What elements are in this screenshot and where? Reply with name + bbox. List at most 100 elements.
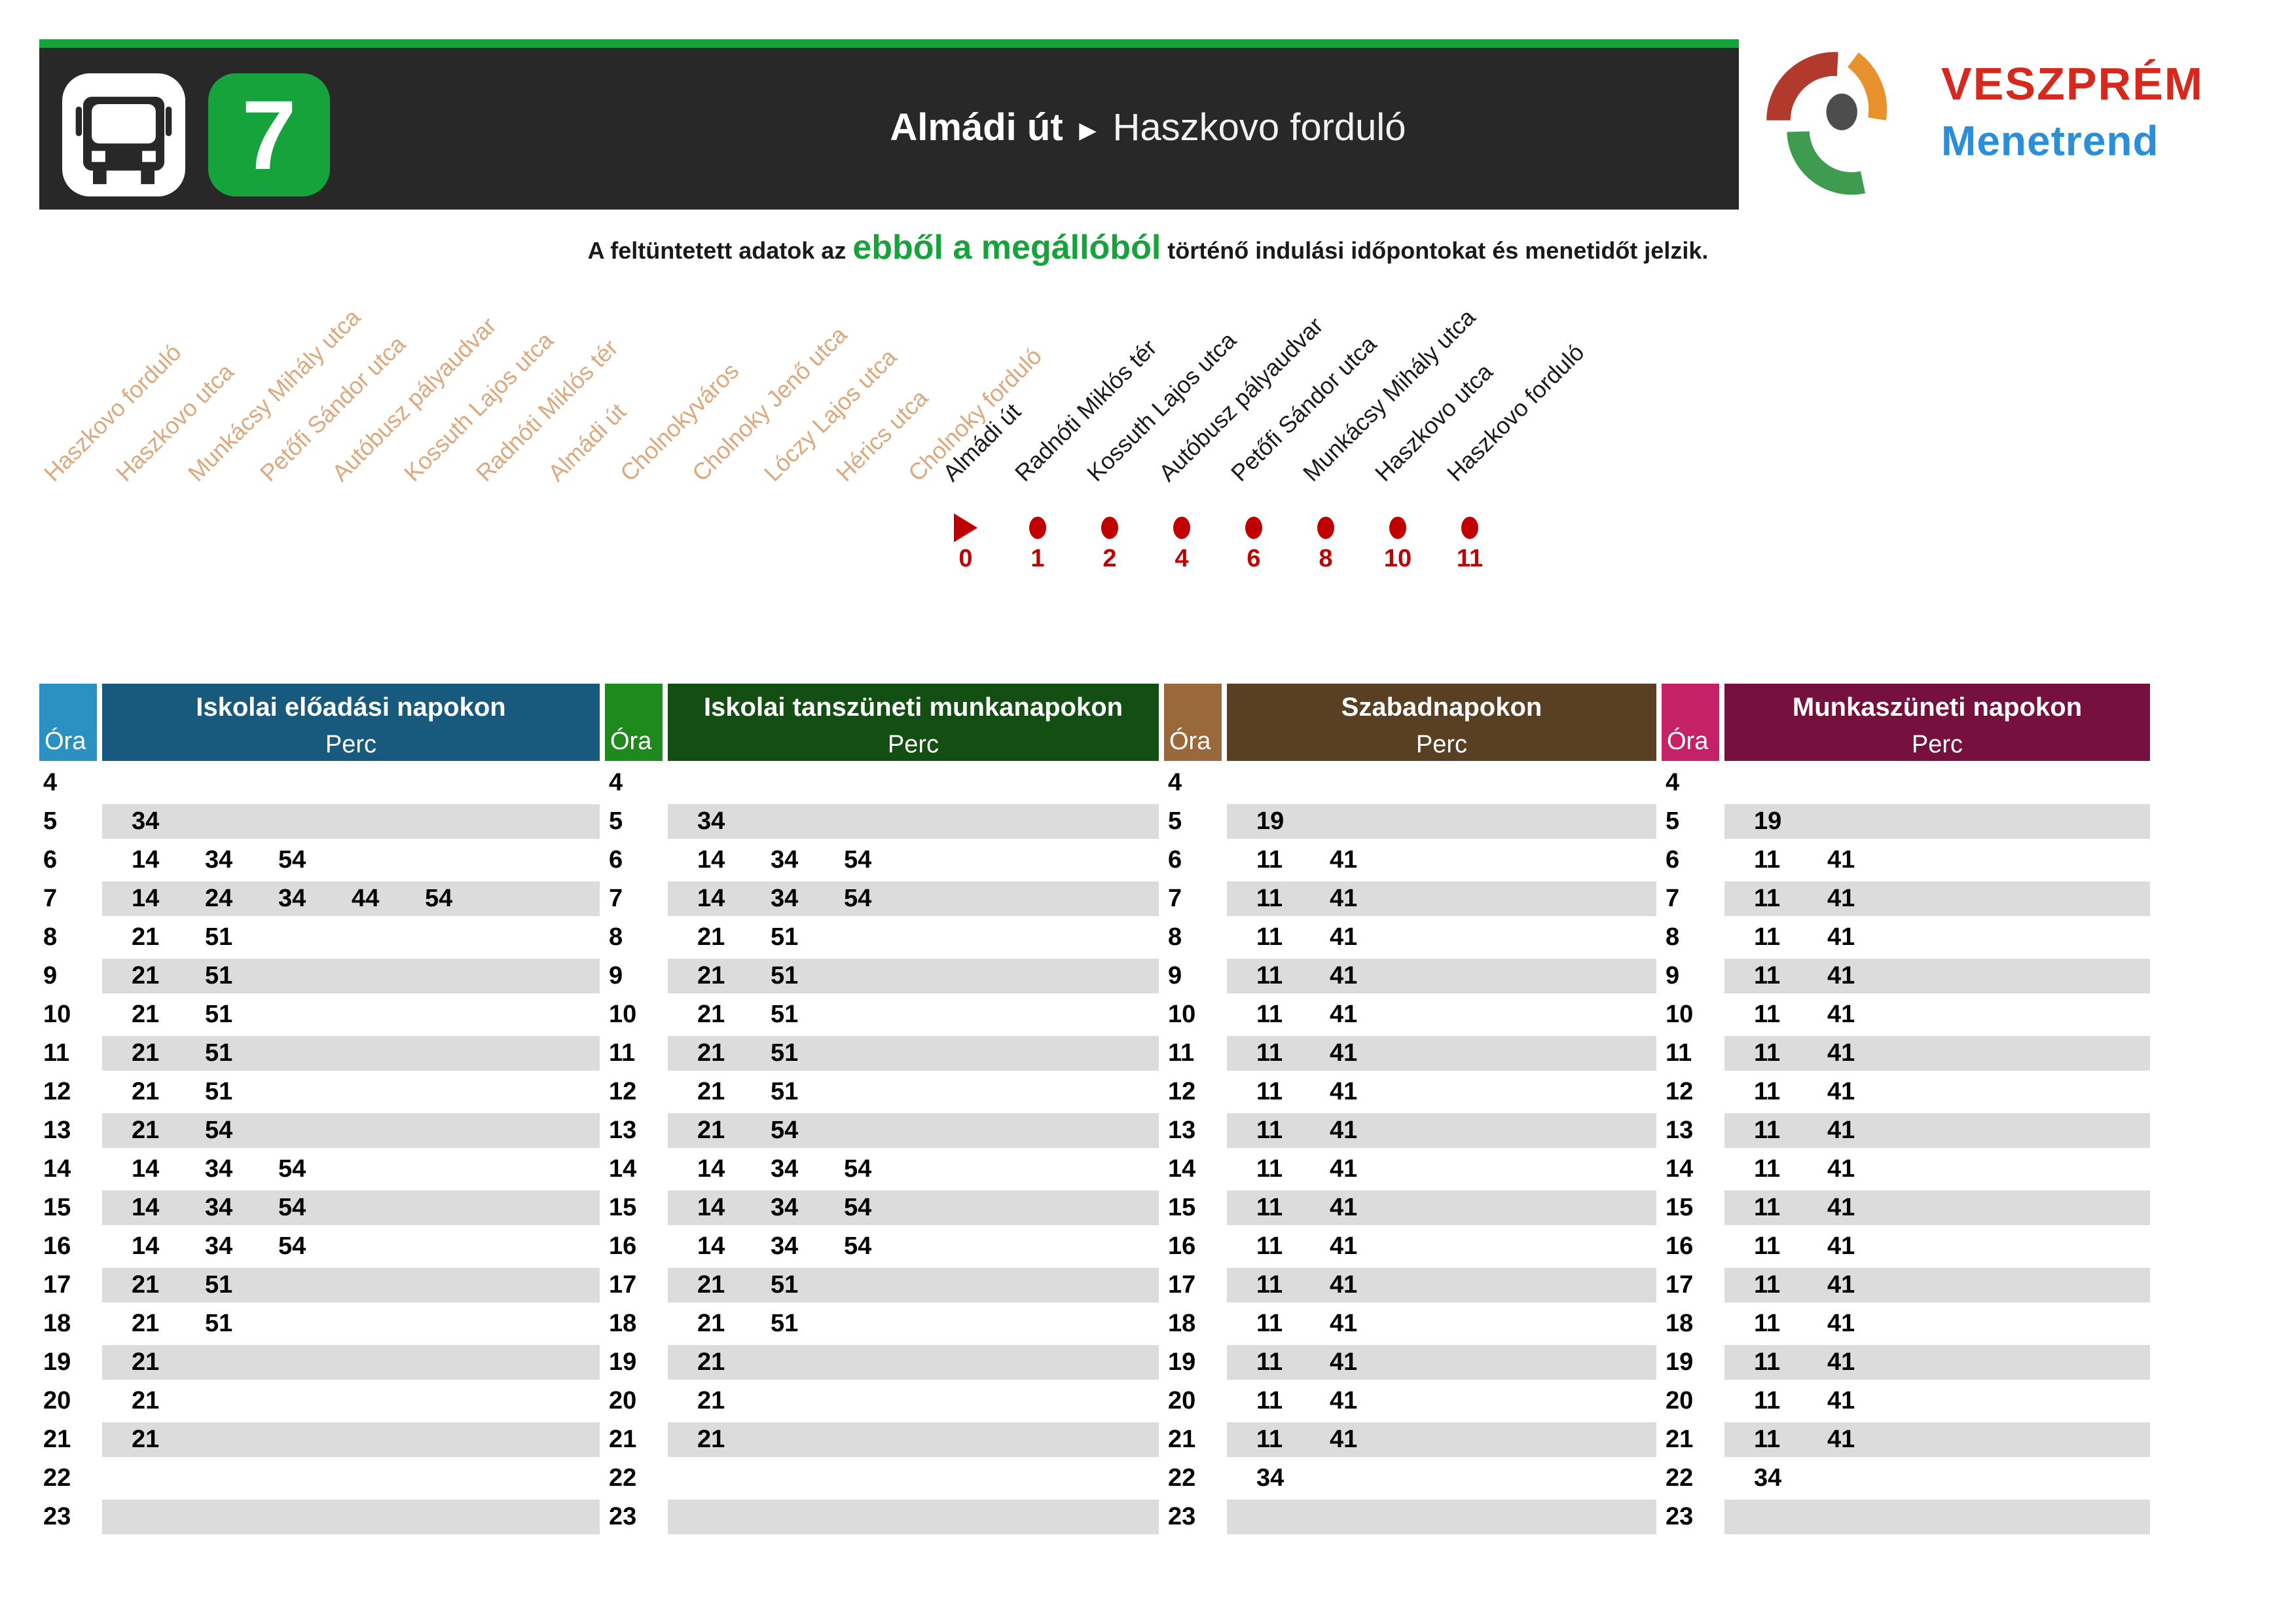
minute-cell: 11 (1256, 1387, 1283, 1414)
minute-cell: 41 (1330, 1271, 1358, 1299)
minute-cell: 44 (352, 885, 380, 912)
minute-cell: 11 (1256, 1001, 1283, 1028)
row-stripe (1227, 804, 1656, 839)
minute-cell: 11 (1754, 1232, 1781, 1260)
minute-cell: 21 (132, 1310, 160, 1337)
minute-cell: 11 (1754, 846, 1781, 874)
row-stripe (1227, 1036, 1656, 1071)
minute-cell: 21 (697, 1426, 725, 1453)
minute-cell: 41 (1330, 1348, 1358, 1376)
hour-cell: 17 (43, 1271, 71, 1299)
hour-cell: 11 (609, 1039, 636, 1067)
hour-cell: 8 (609, 923, 623, 951)
minute-cell: 21 (132, 1116, 160, 1144)
row-stripe (1227, 1500, 1656, 1534)
minute-cell: 11 (1256, 1232, 1283, 1260)
minute-cell: 51 (771, 1039, 799, 1067)
minute-cell: 41 (1330, 1310, 1358, 1337)
hour-cell: 15 (609, 1194, 637, 1221)
minute-cell: 11 (1256, 1116, 1283, 1144)
minute-cell: 54 (425, 885, 453, 912)
hour-cell: 11 (1666, 1039, 1692, 1067)
minute-cell: 11 (1256, 1426, 1283, 1453)
minute-cell: 51 (205, 923, 233, 951)
hour-cell: 6 (609, 846, 623, 874)
section-title: Szabadnapokon (1341, 693, 1542, 722)
hour-cell: 22 (609, 1464, 637, 1492)
hour-cell: 6 (1666, 846, 1680, 874)
minute-cell: 21 (132, 1271, 160, 1299)
hour-cell: 5 (43, 807, 58, 835)
row-stripe (668, 959, 1159, 993)
minute-cell: 54 (771, 1116, 799, 1144)
minute-cell: 11 (1256, 885, 1283, 912)
minute-cell: 11 (1754, 1155, 1781, 1183)
hour-cell: 7 (609, 885, 623, 912)
hour-cell: 23 (1666, 1503, 1694, 1530)
minute-cell: 21 (132, 1078, 160, 1105)
minute-cell: 41 (1827, 1039, 1855, 1067)
row-stripe (668, 1036, 1159, 1071)
minute-cell: 41 (1330, 1387, 1358, 1414)
hour-cell: 22 (43, 1464, 71, 1492)
hour-cell: 8 (43, 923, 58, 951)
minute-cell: 21 (697, 1116, 725, 1144)
hour-cell: 9 (43, 962, 58, 989)
hour-cell: 8 (1666, 923, 1680, 951)
logo-city-name: VESZPRÉM (1941, 58, 2204, 109)
minute-cell: 54 (278, 1232, 306, 1260)
hour-cell: 21 (609, 1426, 637, 1453)
minute-cell: 11 (1754, 1116, 1781, 1144)
hour-column-label: Óra (1667, 728, 1709, 755)
minute-cell: 14 (697, 846, 725, 874)
hour-cell: 16 (1168, 1232, 1196, 1260)
minute-cell: 21 (132, 1387, 160, 1414)
hour-column-header: Óra (39, 684, 97, 761)
hour-cell: 21 (43, 1426, 71, 1453)
minute-column-label: Perc (1415, 731, 1468, 758)
minute-cell: 19 (1754, 807, 1782, 835)
section-header: Szabadnapokon Perc (1227, 684, 1656, 761)
hour-cell: 18 (43, 1310, 71, 1337)
minute-cell: 51 (205, 1039, 233, 1067)
travel-time-value: 4 (1175, 545, 1189, 572)
minute-cell: 41 (1330, 1426, 1358, 1453)
minute-cell: 21 (132, 1426, 160, 1453)
row-stripe (102, 1190, 600, 1225)
minute-cell: 21 (697, 1310, 725, 1337)
hour-cell: 9 (1666, 962, 1680, 989)
route-number-badge: 7 (208, 73, 330, 196)
hour-cell: 18 (609, 1310, 637, 1337)
minute-cell: 19 (1256, 807, 1285, 835)
row-stripe (1227, 1190, 1656, 1225)
minute-cell: 51 (205, 962, 233, 989)
minute-column-label: Perc (887, 731, 939, 758)
minute-column-label: Perc (1911, 731, 1963, 758)
minute-cell: 34 (205, 1194, 233, 1221)
minute-cell: 54 (844, 1155, 872, 1183)
hour-cell: 7 (1168, 885, 1182, 912)
hour-cell: 20 (1666, 1387, 1694, 1414)
minute-cell: 14 (697, 1194, 725, 1221)
hour-cell: 17 (609, 1271, 637, 1299)
row-stripe (1227, 959, 1656, 993)
minute-cell: 21 (132, 1001, 160, 1028)
minute-cell: 14 (697, 885, 725, 912)
minute-cell: 11 (1754, 1426, 1781, 1453)
row-stripe (668, 1113, 1159, 1148)
hour-cell: 13 (43, 1116, 71, 1144)
hour-cell: 9 (609, 962, 623, 989)
hour-cell: 21 (1168, 1426, 1196, 1453)
minute-cell: 41 (1330, 1232, 1358, 1260)
row-stripe (102, 1422, 600, 1457)
route-stop-marker-icon (1173, 517, 1190, 539)
title-destination-stop: Haszkovo forduló (1112, 106, 1406, 149)
minute-cell: 41 (1827, 1271, 1855, 1299)
minute-cell: 41 (1330, 846, 1358, 874)
minute-cell: 34 (771, 885, 799, 912)
hour-cell: 12 (43, 1078, 71, 1105)
row-stripe (1227, 1422, 1656, 1457)
hour-cell: 19 (1168, 1348, 1196, 1376)
minute-cell: 41 (1827, 1155, 1855, 1183)
subtitle-highlight: ebből a megállóból (852, 229, 1161, 267)
